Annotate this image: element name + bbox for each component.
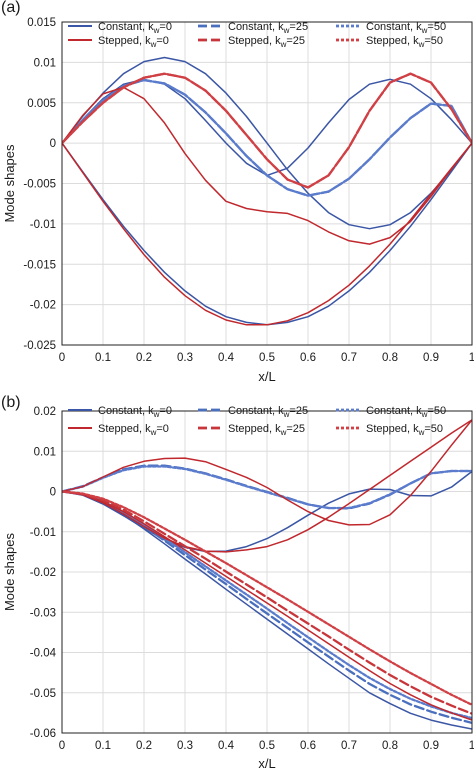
- y-tick-label: 0: [50, 138, 56, 150]
- series-line-constant-kw-0: [62, 56, 472, 230]
- x-tick-label: 0.3: [177, 352, 193, 364]
- x-tick-label: 0.4: [218, 352, 235, 364]
- x-tick-label: 0.5: [259, 352, 275, 364]
- series-line-stepped-kw-0: [62, 419, 472, 526]
- x-tick-label: 0.2: [136, 740, 152, 752]
- x-tick-label: 0: [59, 352, 65, 364]
- panel-label: (a): [1, 0, 21, 16]
- legend-label: Constant, kw=0: [98, 405, 172, 419]
- y-tick-label: -0.04: [30, 648, 57, 660]
- y-tick-label: -0.01: [30, 219, 56, 231]
- y-tick-label: -0.06: [30, 728, 56, 740]
- x-tick-label: 0.4: [218, 740, 235, 752]
- plot-area: [62, 419, 472, 730]
- plot-frame: [61, 410, 473, 734]
- legend-label: Stepped, kw=25: [228, 35, 305, 49]
- plot-area: [62, 56, 472, 326]
- series-line-stepped-kw-50: [62, 490, 472, 706]
- x-tick-label: 0.7: [341, 740, 357, 752]
- y-tick-label: 0.02: [34, 406, 56, 418]
- y-tick-label: 0.015: [27, 17, 56, 29]
- y-tick-label: 0: [50, 487, 56, 499]
- x-tick-label: 0.9: [423, 740, 439, 752]
- x-tick-label: 0.8: [382, 740, 398, 752]
- legend-label: Constant, kw=50: [366, 21, 446, 35]
- y-tick-label: 0.01: [34, 57, 56, 69]
- panel-b: (b) 0 0.1 0.2 0.3 0.4 0.5 0.6 0.7 0.8 0.9 1 0.02 0.01…: [1, 394, 474, 771]
- legend-label: Constant, kw=0: [98, 21, 172, 35]
- x-tick-label: 0.3: [177, 740, 193, 752]
- y-tick-label: -0.015: [23, 259, 56, 271]
- series-line-stepped-kw-0: [62, 419, 472, 553]
- y-tick-label: -0.03: [30, 607, 56, 619]
- y-tick-label: 0.01: [34, 446, 56, 458]
- series-line-stepped-kw-25: [62, 490, 472, 715]
- x-tick-label: 1: [469, 740, 474, 752]
- y-axis-label: Mode shapes: [2, 144, 17, 223]
- x-tick-label: 0.9: [423, 352, 439, 364]
- x-tick-label: 0.2: [136, 352, 152, 364]
- legend-label: Stepped, kw=25: [228, 423, 305, 437]
- series-line-stepped-kw-0: [62, 490, 472, 721]
- legend-label: Constant, kw=50: [366, 405, 446, 419]
- legend-label: Stepped, kw=0: [98, 35, 169, 49]
- x-tick-label: 0.1: [95, 352, 111, 364]
- x-axis-label: x/L: [258, 756, 275, 771]
- x-tick-label: 0.5: [259, 740, 275, 752]
- x-tick-label: 0.7: [341, 352, 357, 364]
- y-tick-label: -0.02: [30, 300, 56, 312]
- series-line-constant-kw-50: [62, 465, 472, 510]
- x-tick-label: 0.1: [95, 740, 111, 752]
- panel-a: (a) 0 0.1 0.2 0.3 0.4 0.5 0.6 0.7 0.8 0.9 1 0.015 0.0…: [1, 0, 474, 384]
- plot-frame: [61, 21, 473, 346]
- y-tick-label: -0.025: [23, 340, 56, 352]
- y-axis-label: Mode shapes: [2, 532, 17, 611]
- legend-label: Stepped, kw=0: [98, 423, 169, 437]
- series-line-constant-kw-0: [62, 470, 472, 553]
- x-tick-label: 0.8: [382, 352, 398, 364]
- y-tick-label: -0.005: [23, 179, 56, 191]
- x-tick-label: 0.6: [300, 740, 316, 752]
- x-tick-label: 0: [59, 740, 65, 752]
- series-line-stepped-kw-50: [62, 72, 472, 189]
- legend-label: Stepped, kw=50: [366, 35, 443, 49]
- y-tick-label: -0.02: [30, 567, 56, 579]
- y-tick-label: -0.05: [30, 688, 56, 700]
- y-tick-label: -0.01: [30, 527, 56, 539]
- legend-label: Stepped, kw=50: [366, 423, 443, 437]
- x-axis-label: x/L: [258, 369, 275, 384]
- legend-label: Constant, kw=25: [228, 21, 308, 35]
- series-line-stepped-kw-0: [62, 142, 472, 326]
- y-tick-label: 0.005: [27, 98, 56, 110]
- x-tick-label: 1: [469, 352, 474, 364]
- panel-label: (b): [1, 394, 21, 411]
- x-tick-label: 0.6: [300, 352, 316, 364]
- legend-label: Constant, kw=25: [228, 405, 308, 419]
